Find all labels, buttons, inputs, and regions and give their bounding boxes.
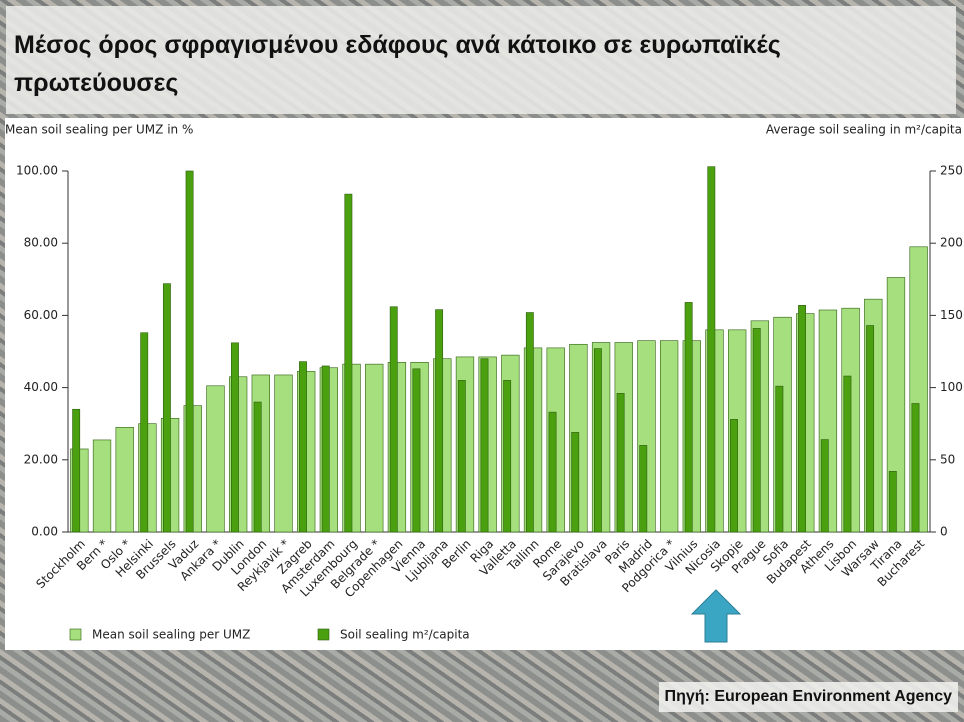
bar-capita [389, 306, 398, 533]
bar-capita [888, 471, 897, 533]
bar-capita [231, 342, 239, 533]
legend-label: Mean soil sealing per UMZ [92, 628, 250, 642]
y-tick-label: 60.00 [24, 308, 58, 322]
title: Μέσος όρος σφραγισμένου εδάφους ανά κάτο… [14, 31, 781, 97]
y2-tick-label: 150 [940, 308, 963, 322]
bar-capita [299, 361, 307, 533]
y-tick-label: 0.00 [31, 525, 58, 539]
legend-label: Soil sealing m²/capita [340, 628, 470, 642]
bar-capita [798, 304, 806, 533]
bar-capita [321, 365, 330, 533]
bar-capita [707, 166, 716, 533]
bar-capita [344, 193, 353, 533]
y-tick-label: 100.00 [16, 164, 58, 178]
bar-capita [548, 411, 557, 533]
bar-capita [820, 439, 829, 533]
bar-capita [185, 170, 194, 533]
y2-tick-label: 250 [940, 164, 963, 178]
bar-capita [503, 380, 512, 533]
y-tick-label: 20.00 [24, 452, 58, 466]
bar-capita [435, 309, 444, 533]
bar-mean [206, 385, 225, 533]
y2-tick-label: 0 [940, 525, 948, 539]
bar-capita [616, 393, 625, 533]
bar-capita [525, 312, 534, 533]
title-banner: Μέσος όρος σφραγισμένου εδάφους ανά κάτο… [6, 6, 956, 114]
bar-mean [92, 439, 112, 533]
arrow [690, 589, 742, 643]
bar-mean [274, 374, 293, 533]
bar-mean [365, 363, 384, 533]
bar-capita [593, 348, 602, 533]
bar-capita [843, 375, 852, 533]
bar-capita [911, 403, 920, 533]
bar-capita [571, 432, 580, 533]
bar-capita [730, 419, 738, 533]
y2-tick-label: 50 [940, 452, 955, 466]
bar-capita [162, 283, 171, 533]
y2-tick-label: 100 [940, 380, 963, 394]
y-tick-label: 40.00 [24, 380, 58, 394]
bar-capita [684, 302, 693, 533]
bar-capita [866, 325, 875, 533]
legend-swatch [317, 628, 330, 641]
y2-tick-label: 200 [940, 236, 963, 250]
bar-capita [480, 358, 489, 533]
bar-capita [752, 328, 761, 533]
bar-mean [115, 427, 134, 533]
bar-capita [72, 408, 81, 533]
source: Πηγή: European Environment Agency [658, 682, 958, 712]
bar-capita [412, 368, 421, 533]
bar-capita [457, 380, 466, 533]
bar-capita [253, 401, 262, 533]
y-axis-label: Mean soil sealing per UMZ in % [5, 123, 193, 137]
legend-swatch [69, 628, 82, 641]
bar-capita [639, 445, 648, 533]
y2-axis-label: Average soil sealing in m²/capita [766, 123, 962, 137]
bar-capita [775, 385, 784, 533]
y-tick-label: 80.00 [24, 236, 58, 250]
bar-capita [140, 332, 149, 533]
bar-mean [659, 340, 679, 533]
